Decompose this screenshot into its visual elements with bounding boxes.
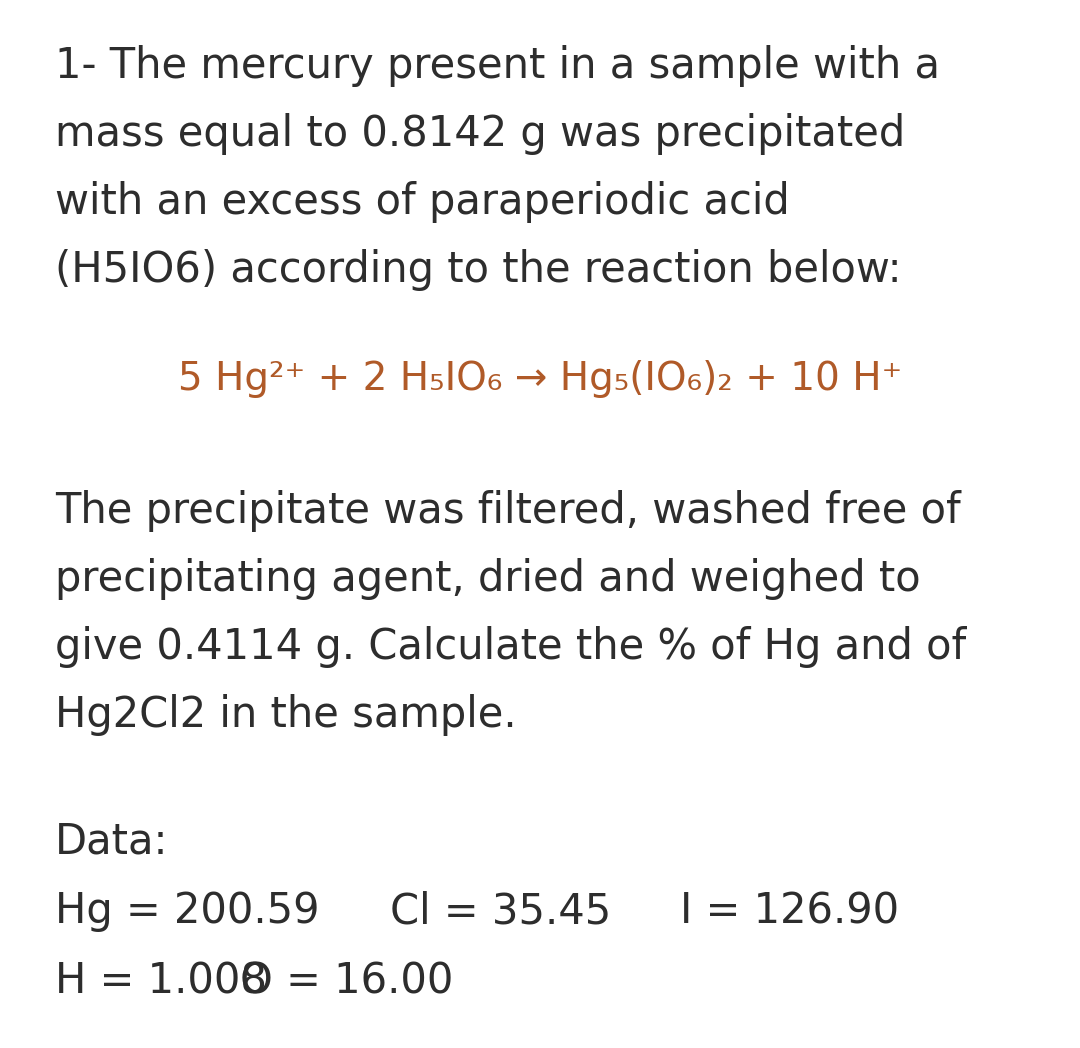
Text: Hg = 200.59: Hg = 200.59 <box>55 890 320 932</box>
Text: give 0.4114 g. Calculate the % of Hg and of: give 0.4114 g. Calculate the % of Hg and… <box>55 626 967 668</box>
Text: The precipitate was filtered, washed free of: The precipitate was filtered, washed fre… <box>55 490 961 532</box>
Text: (H5IO6) according to the reaction below:: (H5IO6) according to the reaction below: <box>55 249 902 291</box>
Text: Data:: Data: <box>55 820 168 863</box>
Text: with an excess of paraperiodic acid: with an excess of paraperiodic acid <box>55 181 789 223</box>
Text: Cl = 35.45: Cl = 35.45 <box>390 890 611 932</box>
Text: I = 126.90: I = 126.90 <box>680 890 900 932</box>
Text: mass equal to 0.8142 g was precipitated: mass equal to 0.8142 g was precipitated <box>55 113 905 155</box>
Text: precipitating agent, dried and weighed to: precipitating agent, dried and weighed t… <box>55 558 920 601</box>
Text: 5 Hg²⁺ + 2 H₅IO₆ → Hg₅(IO₆)₂ + 10 H⁺: 5 Hg²⁺ + 2 H₅IO₆ → Hg₅(IO₆)₂ + 10 H⁺ <box>178 361 902 398</box>
Text: 1- The mercury present in a sample with a: 1- The mercury present in a sample with … <box>55 45 940 87</box>
Text: H = 1.008: H = 1.008 <box>55 960 267 1002</box>
Text: O = 16.00: O = 16.00 <box>240 960 454 1002</box>
Text: Hg2Cl2 in the sample.: Hg2Cl2 in the sample. <box>55 694 516 736</box>
